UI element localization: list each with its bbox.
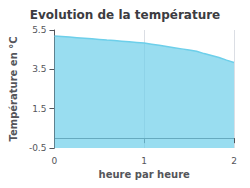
svg-text:0: 0 <box>52 156 58 166</box>
svg-text:Evolution de la température: Evolution de la température <box>30 8 221 22</box>
svg-text:3.5: 3.5 <box>32 64 46 74</box>
svg-text:5.5: 5.5 <box>32 25 46 35</box>
svg-text:2: 2 <box>231 156 237 166</box>
svg-text:Température en °C: Température en °C <box>8 36 19 141</box>
svg-text:1.5: 1.5 <box>32 104 46 114</box>
svg-text:1: 1 <box>141 156 147 166</box>
svg-text:heure par heure: heure par heure <box>99 169 190 180</box>
svg-text:-0.5: -0.5 <box>29 143 47 153</box>
